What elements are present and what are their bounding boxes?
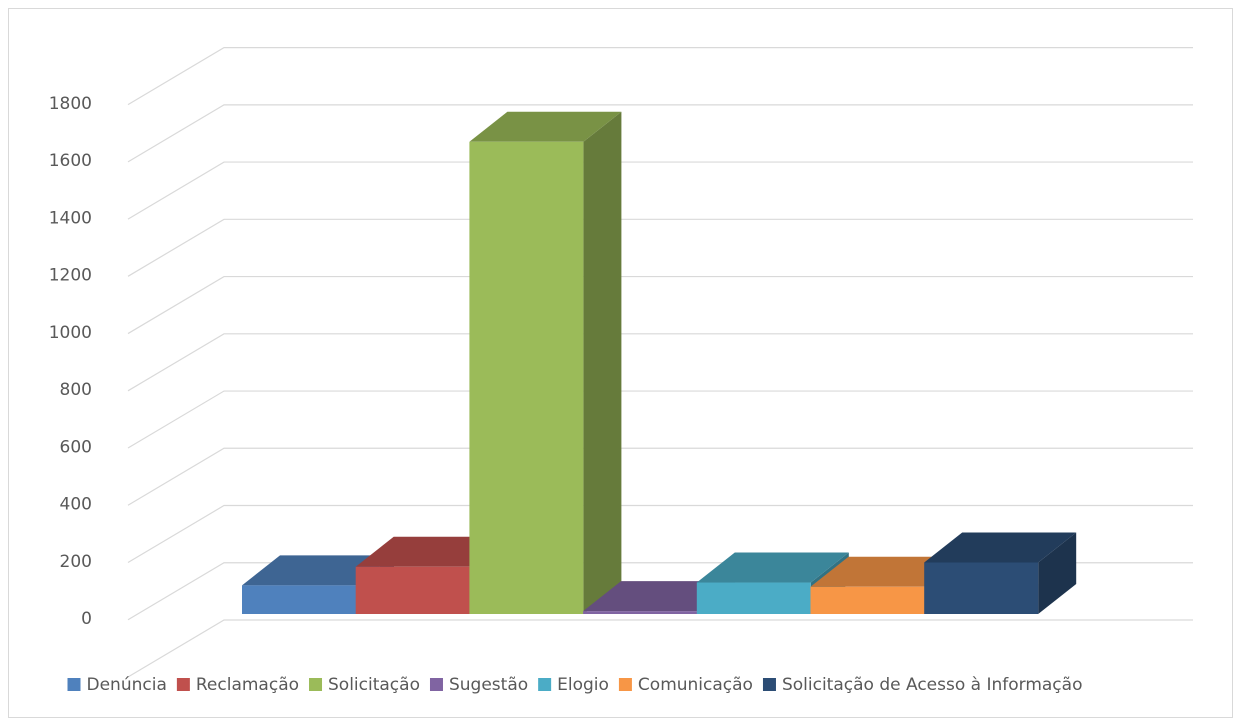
y-tick-label: 0	[81, 609, 92, 629]
bar-front	[355, 566, 470, 614]
gridline	[127, 390, 1193, 449]
bar	[924, 532, 1077, 614]
y-axis-ticks: 0 200 400 600 800 1000 1200 1400 1600 1800	[49, 94, 92, 629]
legend-label: Solicitação	[328, 675, 420, 695]
legend-swatch	[67, 678, 81, 691]
legend: Denúncia Reclamação Solicitação Sugestão Elo…	[67, 675, 1083, 695]
bar-front	[469, 141, 584, 614]
bars	[242, 111, 1077, 615]
legend-item: Solicitação	[309, 675, 420, 695]
y-tick-label: 1800	[49, 94, 92, 114]
legend-label: Elogio	[557, 675, 609, 695]
y-tick-label: 1200	[49, 266, 92, 286]
gridline	[127, 161, 1193, 220]
legend-swatch	[309, 678, 323, 691]
y-tick-label: 800	[60, 380, 92, 400]
gridlines	[127, 47, 1193, 678]
gridline	[127, 447, 1193, 506]
bar-front	[583, 611, 698, 614]
legend-label: Sugestão	[449, 675, 528, 695]
gridline	[127, 218, 1193, 277]
legend-item: Elogio	[538, 675, 609, 695]
legend-item: Solicitação de Acesso à Informação	[762, 675, 1083, 695]
legend-item: Denúncia	[67, 675, 167, 695]
y-tick-label: 600	[60, 437, 92, 457]
bar-front	[924, 562, 1039, 614]
gridline	[127, 47, 1193, 106]
bar-front	[242, 585, 356, 614]
chart-area	[8, 8, 1233, 718]
legend-label: Comunicação	[638, 675, 753, 695]
legend-swatch	[429, 678, 443, 691]
legend-item: Comunicação	[618, 675, 753, 695]
bar-top	[924, 532, 1077, 563]
bar-top	[696, 552, 849, 583]
legend-swatch	[618, 678, 632, 691]
legend-item: Reclamação	[176, 675, 299, 695]
bar-side	[583, 111, 622, 615]
bar	[469, 111, 622, 615]
y-tick-label: 1600	[49, 151, 92, 171]
legend-swatch	[538, 678, 552, 691]
legend-item: Sugestão	[429, 675, 528, 695]
legend-swatch	[762, 678, 776, 691]
legend-label: Reclamação	[196, 675, 299, 695]
gridline	[127, 333, 1193, 392]
gridline	[127, 275, 1193, 335]
bar-side	[1038, 532, 1077, 614]
bar-top	[469, 111, 622, 142]
gridline	[127, 504, 1193, 564]
legend-label: Solicitação de Acesso à Informação	[782, 675, 1083, 695]
y-tick-label: 400	[60, 495, 92, 515]
bar-front	[810, 586, 925, 614]
gridline	[127, 619, 1193, 678]
legend-swatch	[176, 678, 190, 691]
y-tick-label: 1400	[49, 208, 92, 228]
gridline	[127, 104, 1193, 163]
bar-front	[696, 582, 811, 614]
legend-label: Denúncia	[87, 675, 167, 695]
y-tick-label: 1000	[49, 323, 92, 343]
y-tick-label: 200	[60, 552, 92, 572]
